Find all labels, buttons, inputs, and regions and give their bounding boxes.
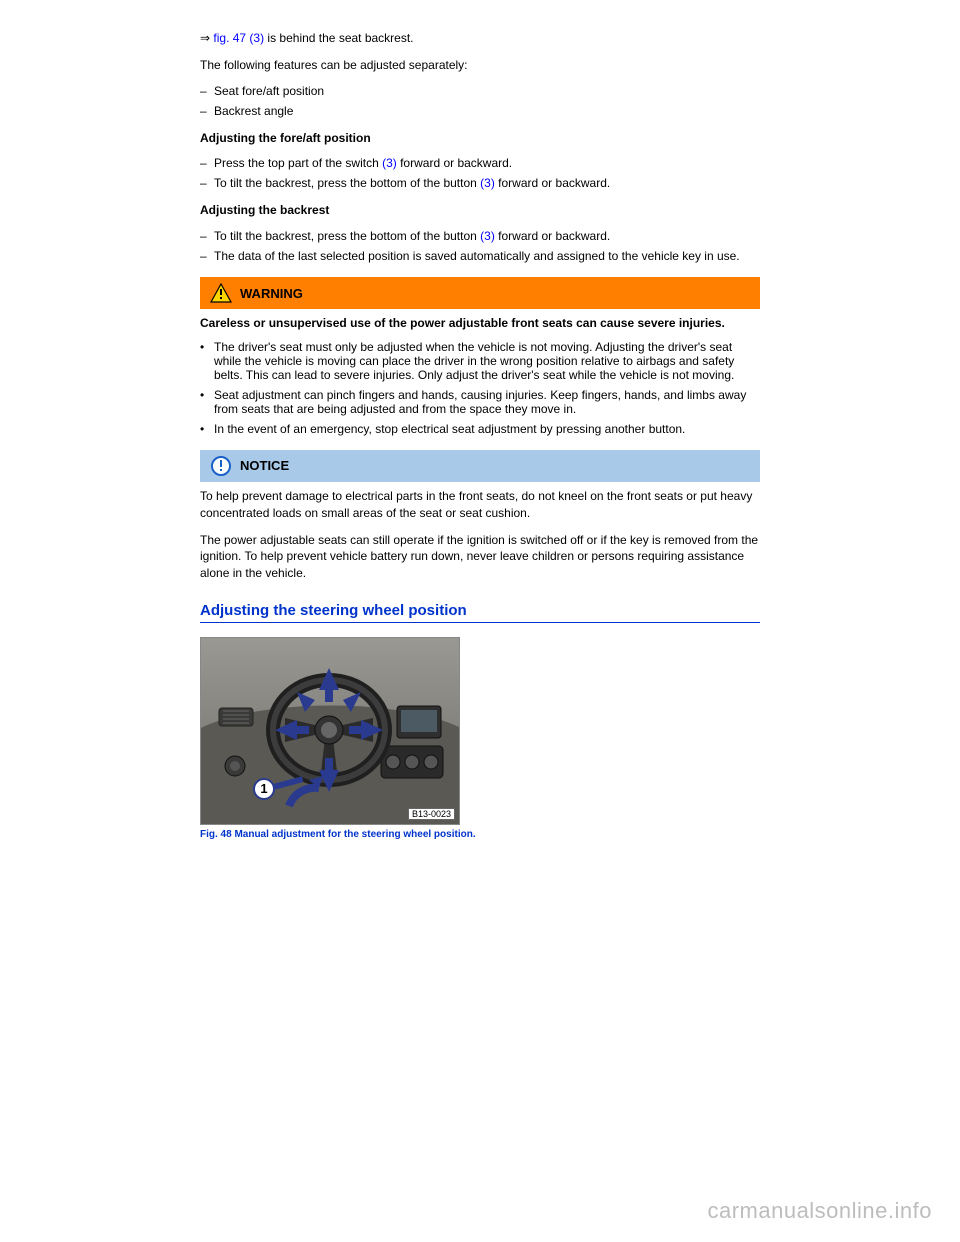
bullet-text: The driver's seat must only be adjusted … — [214, 340, 760, 382]
warning-header: WARNING — [200, 277, 760, 309]
figure-48: 1 B13-0023 Fig. 48 Manual adjustment for… — [200, 637, 760, 840]
bullet-text: The data of the last selected position i… — [214, 249, 740, 263]
subheading-backrest: Adjusting the backrest — [200, 202, 760, 219]
intro-line-2: The following features can be adjusted s… — [200, 57, 760, 74]
bullet-dot: • — [200, 422, 214, 436]
page-content: ⇒ fig. 47 (3) is behind the seat backres… — [0, 0, 960, 840]
bullet-text: To tilt the backrest, press the bottom o… — [214, 229, 610, 243]
fwd-bullet-2: – To tilt the backrest, press the bottom… — [200, 176, 760, 190]
notice-text: To help prevent damage to electrical par… — [200, 488, 760, 522]
warning-bullet-1: • The driver's seat must only be adjuste… — [200, 340, 760, 382]
bullet-dot: – — [200, 229, 214, 243]
bullet-text: Press the top part of the switch (3) for… — [214, 156, 512, 170]
text-pre: To tilt the backrest, press the bottom o… — [214, 176, 480, 190]
intro-bullet-2: – Backrest angle — [200, 104, 760, 118]
intro-line-1: ⇒ fig. 47 (3) is behind the seat backres… — [200, 30, 760, 47]
watermark-text: carmanualsonline.info — [707, 1198, 932, 1224]
bullet-dot: – — [200, 156, 214, 170]
notice-box: NOTICE To help prevent damage to electri… — [200, 450, 760, 522]
bullet-dot: – — [200, 104, 214, 118]
text-post: forward or backward. — [397, 156, 512, 170]
bullet-dot: • — [200, 340, 214, 382]
bullet-text: To tilt the backrest, press the bottom o… — [214, 176, 610, 190]
figure-caption: Fig. 48 Manual adjustment for the steeri… — [200, 829, 540, 840]
ref-link[interactable]: (3) — [382, 156, 397, 170]
notice-circle-icon — [210, 456, 232, 476]
bullet-text: In the event of an emergency, stop elect… — [214, 422, 685, 436]
fig-ref-link[interactable]: fig. 47 (3) — [213, 31, 264, 45]
warning-bullet-2: • Seat adjustment can pinch fingers and … — [200, 388, 760, 416]
figure-tag: B13-0023 — [408, 808, 455, 820]
intro-bullet-1: – Seat fore/aft position — [200, 84, 760, 98]
subheading-fore-aft: Adjusting the fore/aft position — [200, 130, 760, 147]
warning-body: Careless or unsupervised use of the powe… — [200, 309, 760, 436]
notice-header: NOTICE — [200, 450, 760, 482]
callout-1: 1 — [253, 778, 275, 800]
text-pre: Press the top part of the switch — [214, 156, 382, 170]
bullet-dot: – — [200, 249, 214, 263]
back-bullet-1: – To tilt the backrest, press the bottom… — [200, 229, 760, 243]
text-pre: To tilt the backrest, press the bottom o… — [214, 229, 480, 243]
notice-body: To help prevent damage to electrical par… — [200, 482, 760, 522]
warning-label: WARNING — [240, 286, 303, 301]
notice-label: NOTICE — [240, 458, 289, 473]
warning-bullet-3: • In the event of an emergency, stop ele… — [200, 422, 760, 436]
text-post: forward or backward. — [495, 176, 610, 190]
warning-triangle-icon — [210, 283, 232, 303]
callout-number: 1 — [260, 781, 267, 796]
intro-post: is behind the seat backrest. — [264, 31, 413, 45]
section-title-steering: Adjusting the steering wheel position — [200, 602, 760, 623]
back-bullet-2: – The data of the last selected position… — [200, 249, 760, 263]
intro-pre: ⇒ — [200, 31, 213, 45]
fwd-bullet-1: – Press the top part of the switch (3) f… — [200, 156, 760, 170]
bullet-dot: – — [200, 84, 214, 98]
text-post: forward or backward. — [495, 229, 610, 243]
ref-link[interactable]: (3) — [480, 176, 495, 190]
tip-text: The power adjustable seats can still ope… — [200, 532, 760, 582]
bullet-text: Seat fore/aft position — [214, 84, 324, 98]
ref-link[interactable]: (3) — [480, 229, 495, 243]
warning-box: WARNING Careless or unsupervised use of … — [200, 277, 760, 436]
bullet-text: Seat adjustment can pinch fingers and ha… — [214, 388, 760, 416]
warning-intro: Careless or unsupervised use of the powe… — [200, 315, 760, 332]
bullet-dot: • — [200, 388, 214, 416]
figure-image: 1 B13-0023 — [200, 637, 460, 825]
bullet-dot: – — [200, 176, 214, 190]
dashboard-svg — [201, 638, 460, 825]
bullet-text: Backrest angle — [214, 104, 293, 118]
